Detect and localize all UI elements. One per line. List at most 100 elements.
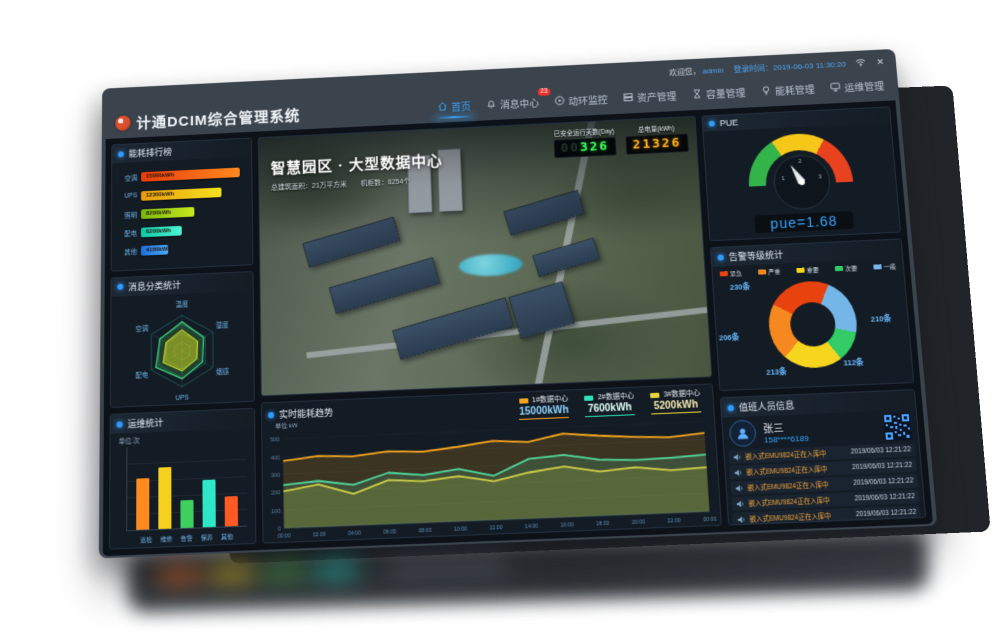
svg-text:00:00: 00:00 <box>278 533 291 540</box>
home-icon <box>436 100 448 112</box>
svg-text:300: 300 <box>271 472 281 479</box>
svg-text:10:00: 10:00 <box>454 526 467 533</box>
svg-text:湿度: 湿度 <box>216 320 230 330</box>
energy-rank-row: 照明 8200kWh <box>116 204 246 220</box>
ops-bar <box>180 500 194 529</box>
nav-item-capacity[interactable]: 容量管理 <box>691 84 746 103</box>
svg-text:18:00: 18:00 <box>596 520 610 527</box>
speaker-icon <box>737 515 746 523</box>
title-dot-icon <box>118 150 124 157</box>
trend-legend-item: 1#数据中心 15000kWh <box>518 394 570 420</box>
svg-text:16:00: 16:00 <box>560 522 574 529</box>
bulb-icon <box>760 84 773 96</box>
svg-text:20:00: 20:00 <box>632 519 646 526</box>
svg-text:06:00: 06:00 <box>383 529 396 536</box>
panel-energy-rank: 能耗排行榜 空调 15000kWh UPS 12300kWh 照明 8200kWh 配电 62… <box>110 137 254 272</box>
svg-text:500: 500 <box>270 437 279 444</box>
ops-bar <box>225 495 239 527</box>
title-dot-icon <box>117 283 124 291</box>
welcome-text: 欢迎您，admin <box>668 65 725 77</box>
hourglass-icon <box>691 88 704 100</box>
legend-swatch <box>757 269 767 275</box>
nav-item-env-monitor[interactable]: 动环监控 <box>553 91 608 110</box>
title-dot-icon <box>708 120 715 127</box>
nav-item-messages[interactable]: 消息中心 23 <box>485 87 551 114</box>
dashboard-content: 能耗排行榜 空调 15000kWh UPS 12300kWh 照明 8200kWh 配电 62… <box>102 100 934 557</box>
bell-icon <box>485 98 497 110</box>
reflection-blob <box>387 553 509 577</box>
pue-gauge: 1 2 3 <box>704 126 898 216</box>
legend-swatch <box>719 271 729 277</box>
radar-chart: 温度 湿度 烟感 UPS 配电 空调 <box>111 290 254 407</box>
panel-title: 实时能耗趋势 <box>267 403 333 421</box>
trend-legend-item: 2#数据中心 7600kWh <box>584 391 636 418</box>
svg-text:400: 400 <box>271 455 281 462</box>
brand-logo <box>115 115 131 132</box>
ops-bar-chart <box>126 442 248 532</box>
panel-ops-stats: 运维统计 单位:次 巡检 维修 告警 保养 其他 <box>108 408 257 550</box>
alarm-donut-chart: 230条 206条 213条 112条 210条 <box>713 270 913 390</box>
svg-text:12:00: 12:00 <box>489 524 502 531</box>
reflection-blob <box>209 560 255 582</box>
safe-days-counter: 已安全运行天数(Day) 00326 <box>553 126 617 159</box>
title-dot-icon <box>116 421 123 428</box>
trend-legend-item: 3#数据中心 5200kWh <box>650 388 702 415</box>
trend-line-chart: 0 100 200 300 400 500 00:00 02:00 04:00 06:00 08:0… <box>270 412 717 540</box>
svg-text:08:00: 08:00 <box>418 527 431 534</box>
svg-text:14:00: 14:00 <box>525 523 539 530</box>
panel-pue: PUE 1 2 3 pue=1.68 <box>701 106 902 242</box>
duty-message-list: 嵌入式EMU9824正在入库中 2019/06/03 12:21:22 嵌入式EMU… <box>724 442 925 526</box>
legend-swatch <box>834 265 844 272</box>
panel-energy-trend: 实时能耗趋势 单位:kW 1#数据中心 15000kWh 2#数据中心 7600kWh… <box>260 383 722 544</box>
energy-rank-row: UPS 12300kWh <box>116 186 246 202</box>
alarm-count-label: 230条 <box>729 282 751 292</box>
legend-swatch <box>518 397 529 404</box>
wifi-icon <box>855 57 867 68</box>
svg-text:温度: 温度 <box>176 299 189 309</box>
ops-icon <box>829 81 842 93</box>
nav-item-ops[interactable]: 运维管理 <box>829 78 885 97</box>
qr-code <box>882 412 913 441</box>
monitor: 欢迎您，admin 登录时间：2019-06-03 11:30:20 ✕ 计通D… <box>98 48 938 559</box>
username: admin <box>702 65 725 76</box>
monitor-icon <box>553 95 565 107</box>
speaker-icon <box>734 468 743 476</box>
app-title: 计通DCIM综合管理系统 <box>136 107 301 132</box>
nav-item-home[interactable]: 首页 <box>436 98 471 116</box>
energy-rank-row: 配电 6200kWh <box>116 223 247 239</box>
close-button[interactable]: ✕ <box>876 56 885 67</box>
svg-text:04:00: 04:00 <box>348 530 361 537</box>
speaker-icon <box>733 452 742 461</box>
svg-text:200: 200 <box>271 490 281 497</box>
svg-text:UPS: UPS <box>176 394 189 402</box>
energy-rank-row: 空调 15000kWh <box>116 167 246 183</box>
svg-text:配电: 配电 <box>135 370 149 380</box>
title-dot-icon <box>727 404 734 411</box>
ops-bar <box>158 466 172 530</box>
svg-text:00:00: 00:00 <box>703 516 716 523</box>
panel-duty-staff: 值班人员信息 张三 158****6189 <box>719 389 927 526</box>
nav-item-energy[interactable]: 能耗管理 <box>760 81 816 100</box>
legend-swatch <box>873 264 882 270</box>
ops-category-labels: 巡检 维修 告警 保养 其他 <box>140 534 234 545</box>
brand: 计通DCIM综合管理系统 <box>115 105 300 134</box>
campus-aerial-view: 智慧园区 · 大型数据中心 总建筑面积：21万平方米 机柜数：8254个 已安全… <box>257 115 713 397</box>
svg-text:空调: 空调 <box>136 324 149 334</box>
message-count-badge: 23 <box>537 87 551 96</box>
panel-alarm-stats: 告警等级统计 紧急 严重 重要 次要 一般 230条 206条 213条 112条 210条 <box>709 238 915 392</box>
panel-message-radar: 消息分类统计 温度 湿度 烟感 UPS 配电 空调 <box>109 270 255 409</box>
nav-item-assets[interactable]: 资产管理 <box>622 88 677 107</box>
legend-swatch <box>584 394 594 401</box>
legend-swatch <box>650 392 660 398</box>
avatar <box>728 419 758 448</box>
alarm-count-label: 206条 <box>718 332 740 343</box>
speaker-icon <box>736 500 745 507</box>
alarm-count-label: 210条 <box>870 313 892 324</box>
speaker-icon <box>735 484 744 492</box>
ops-bar <box>202 479 216 528</box>
server-icon <box>622 91 634 103</box>
title-dot-icon <box>717 253 724 261</box>
energy-rank-chart: 空调 15000kWh UPS 12300kWh 照明 8200kWh 配电 6200kWh 其… <box>112 157 253 271</box>
pue-value: pue=1.68 <box>753 211 855 234</box>
